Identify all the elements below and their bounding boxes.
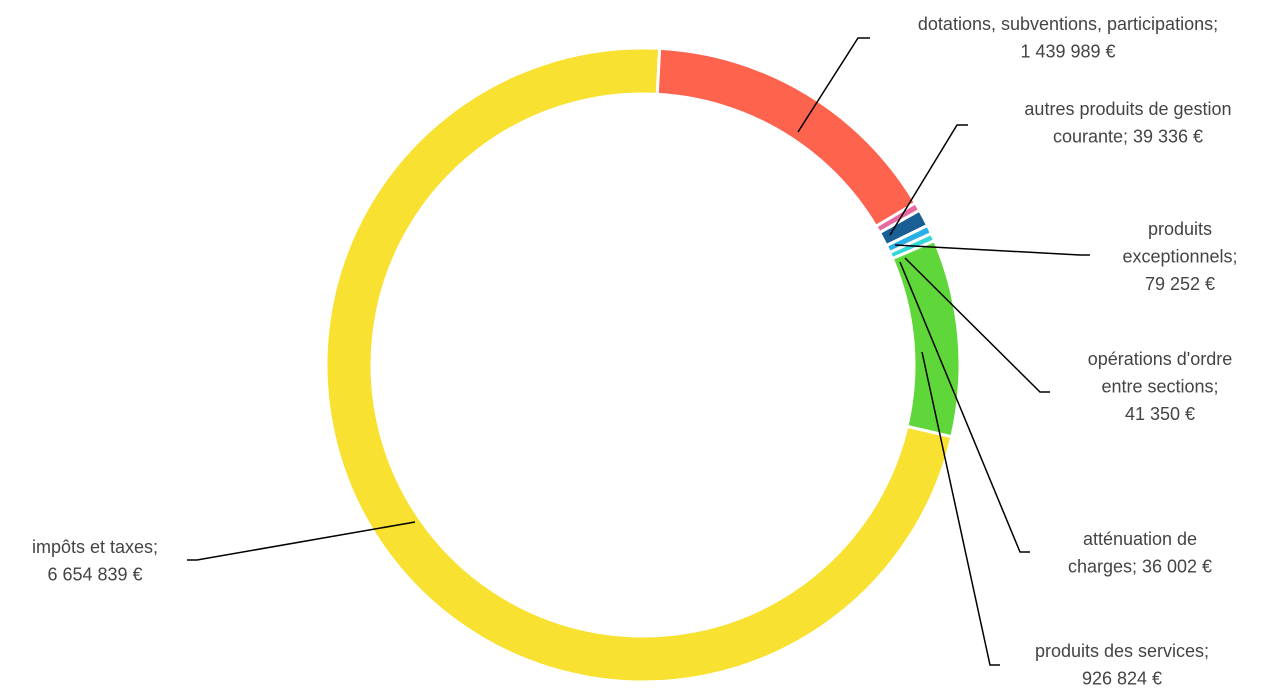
leader-line — [889, 124, 968, 236]
slice-label: courante; 39 336 € — [1053, 126, 1203, 146]
leader-line — [894, 244, 1090, 256]
slice-label: impôts et taxes; — [32, 537, 158, 557]
slice-label: opérations d'ordre — [1088, 349, 1233, 369]
slice-label: 926 824 € — [1082, 668, 1162, 688]
slice-label: 79 252 € — [1145, 274, 1215, 294]
donut-slice — [324, 46, 954, 684]
slice-label: charges; 36 002 € — [1068, 556, 1212, 576]
leader-line — [899, 261, 1030, 553]
slice-label: atténuation de — [1083, 529, 1197, 549]
leader-line — [921, 351, 1000, 666]
slice-label: 41 350 € — [1125, 404, 1195, 424]
donut-slice — [890, 238, 962, 439]
slice-label: produits des services; — [1035, 641, 1209, 661]
slice-label: 1 439 989 € — [1020, 41, 1115, 61]
leader-line — [904, 257, 1050, 393]
slice-label: produits — [1148, 219, 1212, 239]
slice-label: autres produits de gestion — [1024, 99, 1231, 119]
slice-label: 6 654 839 € — [47, 564, 142, 584]
donut-slice — [655, 46, 918, 229]
slice-label: entre sections; — [1101, 376, 1218, 396]
leader-line — [187, 521, 416, 561]
slice-label: dotations, subventions, participations; — [918, 14, 1218, 34]
slice-label: exceptionnels; — [1122, 246, 1237, 266]
leader-line — [797, 37, 870, 133]
